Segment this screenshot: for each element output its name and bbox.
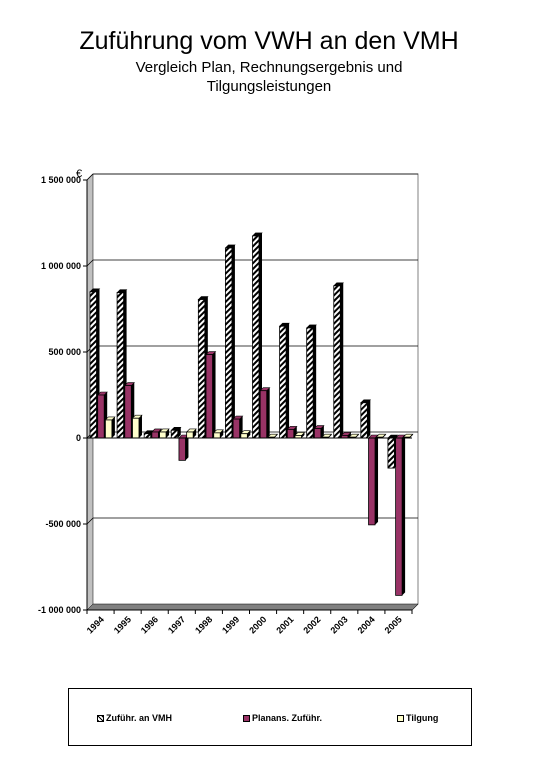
hatch-swatch-icon — [97, 714, 104, 722]
legend-item-zufuehr: Zuführ. an VMH — [97, 713, 172, 723]
bar-side — [212, 351, 216, 438]
legend-label: Planans. Zuführ. — [252, 713, 323, 723]
legend-item-tilgung: Tilgung — [397, 713, 438, 723]
legend-label: Tilgung — [406, 713, 439, 723]
bar-tilgung-1995 — [132, 417, 140, 439]
x-tick-label: 1997 — [166, 614, 187, 635]
bar-side — [138, 415, 142, 438]
x-tick-label: 1998 — [193, 614, 214, 635]
bar-planans-2002 — [313, 428, 322, 439]
x-tick-label: 1995 — [112, 614, 133, 635]
legend: Zuführ. an VMH Planans. Zuführ. Tilgung — [68, 688, 472, 746]
chart-title: Zuführung vom VWH an den VMH — [79, 27, 459, 55]
x-tick-label: 1999 — [220, 614, 241, 635]
legend-label: Zuführ. an VMH — [106, 713, 172, 723]
bar-zufuehr-1996 — [143, 433, 152, 439]
floor — [86, 603, 419, 611]
bar-side — [313, 324, 317, 438]
bar-zufuehr-2002 — [306, 327, 314, 439]
chart-subtitle: Vergleich Plan, Rechnungsergebnis und Ti… — [135, 59, 403, 95]
bar-side — [111, 416, 115, 438]
bar-zufuehr-2004 — [360, 402, 368, 439]
bar-side — [259, 232, 262, 438]
x-tick-label: 2001 — [274, 614, 295, 635]
bar-tilgung-1998 — [213, 432, 221, 439]
bar-tilgung-1994 — [105, 419, 113, 439]
y-tick-label: 500 000 — [48, 347, 81, 357]
bar-planans-1997 — [178, 437, 186, 461]
bar-side — [177, 427, 181, 438]
bar-planans-2000 — [259, 390, 268, 439]
x-tick-label: 2002 — [301, 614, 322, 635]
bar-zufuehr-1994 — [89, 291, 97, 439]
x-tick-label: 1996 — [139, 614, 160, 635]
bar-side — [375, 435, 379, 525]
bar-tilgung-1996 — [159, 431, 167, 439]
x-tick-label: 2005 — [383, 614, 404, 635]
bar-planans-1994 — [97, 394, 105, 439]
gridline — [86, 173, 94, 181]
y-tick-label: 1 000 000 — [41, 261, 81, 271]
bar-zufuehr-2000 — [252, 235, 260, 439]
gridline — [86, 517, 94, 525]
x-tick-label: 2000 — [247, 614, 268, 635]
bar-planans-1998 — [205, 354, 213, 439]
bar-planans-2004 — [368, 437, 376, 526]
bar-zufuehr-1999 — [225, 247, 233, 439]
bar-side — [320, 425, 324, 438]
bar-chart: 1 500 000 1 000 000 500 000 0 -500 000 -1 000… — [38, 168, 419, 636]
bar-tilgung-1999 — [240, 433, 248, 439]
y-tick-label: 1 500 000 — [41, 175, 81, 185]
bar-side — [185, 435, 189, 461]
bar-side — [266, 387, 270, 438]
x-tick-label: 2003 — [328, 614, 349, 635]
bar-side — [231, 244, 235, 438]
bar-planans-2005 — [395, 437, 403, 596]
x-tick-label: 1994 — [85, 614, 106, 635]
bar-planans-2001 — [286, 428, 295, 439]
purple-swatch-icon — [243, 714, 250, 722]
bar-side — [340, 282, 344, 438]
bar-zufuehr-1997 — [170, 429, 179, 439]
bar-zufuehr-2001 — [279, 325, 287, 439]
bar-zufuehr-2005 — [387, 437, 395, 469]
bar-tilgung-1997 — [186, 431, 194, 439]
bar-side — [220, 429, 224, 438]
y-tick-label: -500 000 — [45, 519, 81, 529]
bar-zufuehr-1998 — [197, 299, 206, 439]
y-tick-label: -1 000 000 — [38, 605, 81, 615]
bar-side — [347, 432, 351, 438]
x-tick-label: 2004 — [356, 614, 377, 635]
bar-side — [367, 399, 371, 438]
y-tick-label: 0 — [76, 433, 81, 443]
bar-planans-1996 — [151, 431, 159, 439]
bar-zufuehr-1995 — [116, 292, 124, 439]
gridline — [86, 259, 94, 267]
yellow-swatch-icon — [397, 714, 404, 722]
bar-side — [286, 323, 290, 438]
bar-planans-1999 — [232, 418, 241, 439]
bar-side — [247, 430, 251, 438]
bar-side — [402, 435, 406, 596]
bar-side — [301, 432, 305, 438]
legend-item-planans: Planans. Zuführ. — [243, 713, 322, 723]
y-axis-unit-label: € — [76, 168, 82, 180]
bar-zufuehr-2003 — [333, 285, 341, 439]
bar-planans-1995 — [124, 385, 132, 439]
